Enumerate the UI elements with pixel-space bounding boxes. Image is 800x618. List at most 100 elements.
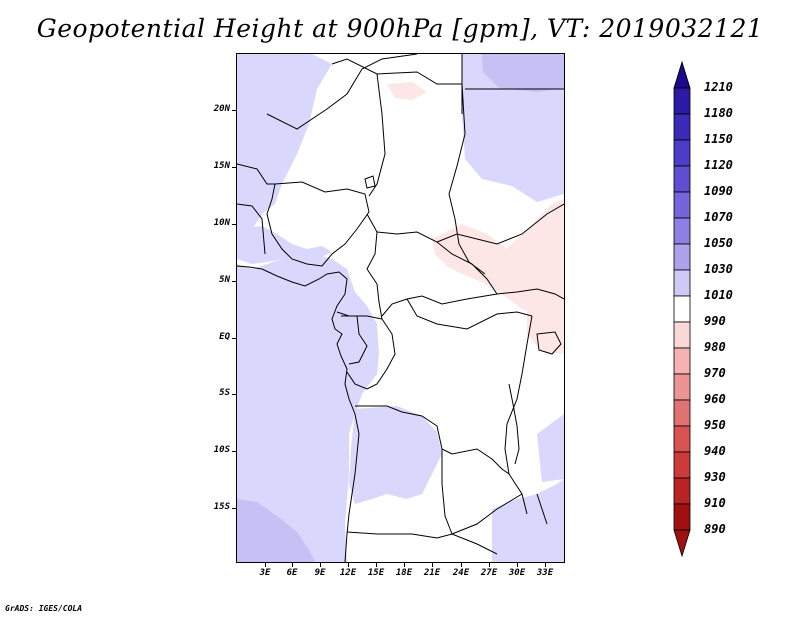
border-niger xyxy=(266,54,418,130)
lon-label-21e: 21E xyxy=(423,568,441,578)
lon-tick xyxy=(320,563,321,567)
shade-uganda-pink xyxy=(527,294,564,354)
lake-malawi xyxy=(536,493,548,525)
colorbar-segment xyxy=(673,321,691,349)
country-borders xyxy=(237,54,564,562)
colorbar-segment xyxy=(673,503,691,531)
colorbar-segment xyxy=(673,191,691,219)
colorbar-segment xyxy=(673,451,691,479)
border-zambia-south xyxy=(451,493,523,535)
colorbar-label: 940 xyxy=(704,444,726,458)
lon-label-27e: 27E xyxy=(480,568,498,578)
low-height-shading xyxy=(387,82,564,354)
lake-tanganyika xyxy=(508,383,520,465)
colorbar-segment xyxy=(673,113,691,141)
lon-tick xyxy=(545,563,546,567)
lon-tick xyxy=(376,563,377,567)
colorbar-segment xyxy=(673,217,691,245)
colorbar-label: 1070 xyxy=(704,210,733,224)
lat-label-15s: 15S xyxy=(213,502,230,512)
lat-label-20n: 20N xyxy=(213,104,230,114)
lon-label-24e: 24E xyxy=(452,568,470,578)
lon-label-30e: 30E xyxy=(508,568,526,578)
lon-label-6e: 6E xyxy=(286,568,298,578)
lon-label-9e: 9E xyxy=(314,568,326,578)
lon-tick xyxy=(461,563,462,567)
border-chad-sudan xyxy=(448,83,486,275)
border-cameroon xyxy=(336,213,383,320)
shade-ne-deep xyxy=(482,54,564,92)
lon-tick xyxy=(517,563,518,567)
lon-label-33e: 33E xyxy=(536,568,554,578)
shade-se xyxy=(492,479,564,562)
colorbar-label: 890 xyxy=(704,522,726,536)
lat-tick xyxy=(232,281,236,282)
border-chad-west xyxy=(368,73,386,197)
lon-label-18e: 18E xyxy=(395,568,413,578)
colorbar-label: 1050 xyxy=(704,236,733,250)
colorbar-label: 1150 xyxy=(704,132,733,146)
border-drc-east xyxy=(504,315,533,515)
colorbar-label: 930 xyxy=(704,470,726,484)
colorbar-label: 980 xyxy=(704,340,726,354)
lon-tick xyxy=(489,563,490,567)
shade-nw-sahara xyxy=(237,54,332,234)
colorbar-segment xyxy=(673,243,691,271)
lat-tick xyxy=(232,224,236,225)
lat-tick xyxy=(232,167,236,168)
border-libya-west xyxy=(331,58,462,85)
lon-tick xyxy=(265,563,266,567)
lon-label-3e: 3E xyxy=(259,568,271,578)
colorbar-segment xyxy=(673,165,691,193)
lon-tick xyxy=(348,563,349,567)
shade-sahel-west xyxy=(237,226,332,264)
colorbar-segment xyxy=(673,139,691,167)
shade-se-east xyxy=(537,414,564,482)
colorbar-segment xyxy=(673,399,691,427)
lat-tick xyxy=(232,508,236,509)
colorbar-label: 1010 xyxy=(704,288,733,302)
lat-label-15n: 15N xyxy=(213,161,230,171)
chart-title: Geopotential Height at 900hPa [gpm], VT:… xyxy=(36,14,764,43)
colorbar-top-arrow xyxy=(673,60,691,89)
lat-tick xyxy=(232,110,236,111)
colorbar-segment xyxy=(673,425,691,453)
lon-tick xyxy=(404,563,405,567)
colorbar-segment xyxy=(673,347,691,375)
border-west-mid xyxy=(237,203,266,255)
border-west-north xyxy=(237,163,275,185)
colorbar-segment xyxy=(673,477,691,505)
lon-label-15e: 15E xyxy=(367,568,385,578)
lake-victoria xyxy=(536,331,562,355)
lon-tick xyxy=(432,563,433,567)
colorbar-segments xyxy=(673,60,691,558)
map-panel xyxy=(236,53,565,563)
lat-label-eq: EQ xyxy=(219,332,230,342)
colorbar-segment xyxy=(673,295,691,323)
shade-atlantic-sw xyxy=(237,499,315,562)
colorbar-label: 950 xyxy=(704,418,726,432)
colorbar-label: 990 xyxy=(704,314,726,328)
colorbar-label: 960 xyxy=(704,392,726,406)
colorbar-label: 1210 xyxy=(704,80,733,94)
coastline-west-africa xyxy=(237,265,360,562)
lat-tick xyxy=(232,451,236,452)
border-congo xyxy=(346,318,396,390)
colorbar-segment xyxy=(673,87,691,115)
colorbar-bottom-arrow xyxy=(673,529,691,558)
border-gabon xyxy=(341,315,368,365)
lat-label-10n: 10N xyxy=(213,218,230,228)
border-ssudan-uganda xyxy=(496,288,564,300)
colorbar-segment xyxy=(673,269,691,297)
border-drc-north xyxy=(406,298,533,330)
colorbar-label: 1120 xyxy=(704,158,733,172)
border-nigeria xyxy=(266,181,370,267)
lat-label-5s: 5S xyxy=(219,388,230,398)
colorbar-label: 1030 xyxy=(704,262,733,276)
high-height-shading xyxy=(237,54,564,562)
colorbar-segment xyxy=(673,373,691,401)
grads-credit: GrADS: IGES/COLA xyxy=(5,604,83,613)
lon-label-12e: 12E xyxy=(339,568,357,578)
lat-tick xyxy=(232,394,236,395)
